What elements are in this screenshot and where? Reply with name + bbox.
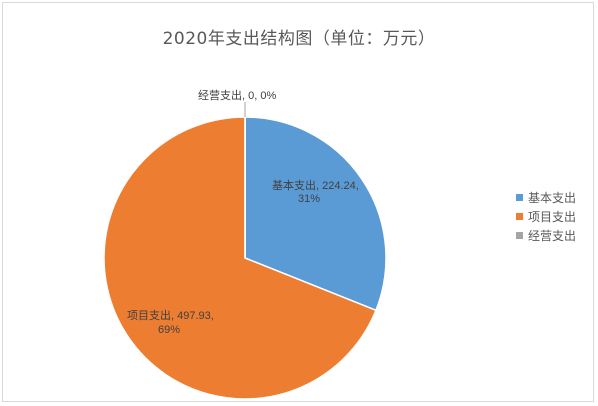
chart-title: 2020年支出结构图（单位：万元） [162,29,436,49]
legend-label-operating: 经营支出 [528,229,577,243]
legend-swatch-basic [516,194,523,201]
slice-basic [244,116,387,312]
data-label-project-line2: 69% [158,324,180,336]
legend-swatch-project [516,213,523,220]
data-label-project-line1: 项目支出, 497.93, [127,308,214,322]
data-label-operating: 经营支出, 0, 0% [198,88,276,102]
legend-swatch-operating [516,232,523,239]
legend-item-operating: 经营支出 [516,226,576,245]
data-label-basic-line2: 31% [298,193,320,205]
data-label-basic-line1: 基本支出, 224.24, [272,178,359,192]
legend: 基本支出 项目支出 经营支出 [516,188,576,245]
legend-label-project: 项目支出 [528,210,577,224]
legend-label-basic: 基本支出 [528,191,577,205]
legend-item-project: 项目支出 [516,207,576,226]
legend-item-basic: 基本支出 [516,188,576,207]
slice-project [103,116,377,400]
